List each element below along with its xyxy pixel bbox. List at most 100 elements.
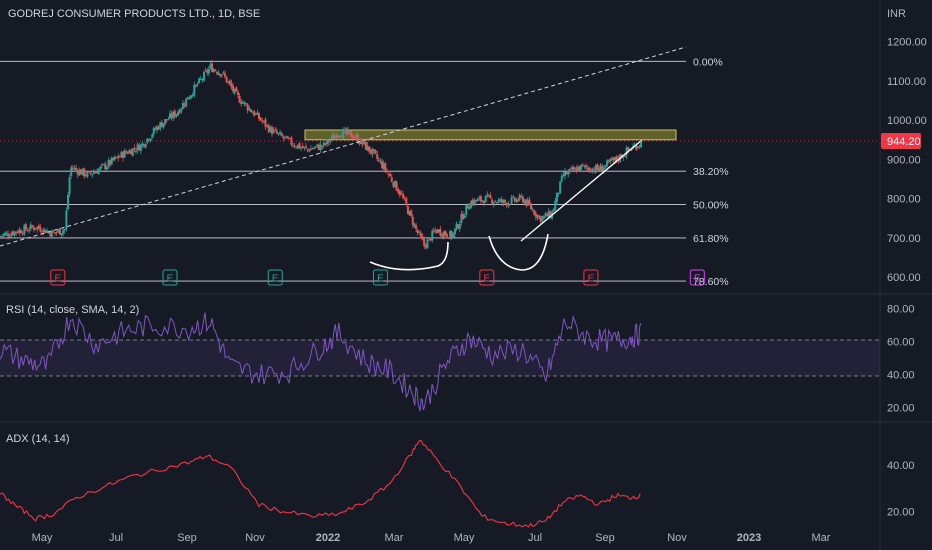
candle-body[interactable] [162,123,165,128]
candle-body[interactable] [118,156,121,158]
candle-body[interactable] [596,164,599,170]
candle-body[interactable] [470,201,473,208]
candle-body[interactable] [275,130,278,134]
candle-body[interactable] [212,69,215,73]
candle-body[interactable] [309,148,312,151]
candle-body[interactable] [198,78,201,84]
candle-body[interactable] [594,165,597,173]
candle-body[interactable] [122,152,125,158]
candle-body[interactable] [157,126,160,130]
candle-body[interactable] [136,144,139,151]
candle-body[interactable] [416,230,419,233]
candle-body[interactable] [120,151,123,158]
candle-body[interactable] [492,202,495,205]
candle-body[interactable] [536,215,539,219]
hand-drawn-left-shoulder-curve[interactable] [369,241,449,271]
candle-body[interactable] [248,108,251,111]
candle-body[interactable] [447,237,450,239]
candle-body[interactable] [165,118,168,121]
candle-body[interactable] [274,129,277,131]
candle-body[interactable] [521,196,524,203]
candle-body[interactable] [364,141,367,150]
candle-body[interactable] [452,232,455,238]
candle-body[interactable] [342,129,345,139]
earnings-marker-icon[interactable] [583,269,599,286]
candle-body[interactable] [290,137,293,145]
candle-body[interactable] [104,163,107,170]
candle-body[interactable] [356,134,359,143]
candle-body[interactable] [230,82,233,88]
candle-body[interactable] [640,141,643,148]
candle-body[interactable] [586,168,589,170]
candle-body[interactable] [351,136,354,139]
candle-body[interactable] [348,131,351,133]
candle-body[interactable] [334,135,337,138]
candle-body[interactable] [562,175,565,177]
candle-body[interactable] [151,134,154,138]
candle-body[interactable] [139,144,142,152]
candle-body[interactable] [572,167,575,171]
candle-body[interactable] [460,213,463,224]
candle-body[interactable] [337,135,340,137]
candle-body[interactable] [52,231,55,233]
candle-body[interactable] [293,145,296,147]
candle-body[interactable] [491,199,494,204]
candle-body[interactable] [439,229,442,236]
candle-body[interactable] [343,129,346,131]
candle-body[interactable] [232,86,235,92]
candle-body[interactable] [552,208,555,212]
candle-body[interactable] [517,199,520,201]
candle-body[interactable] [474,200,477,202]
candle-body[interactable] [591,168,594,172]
candle-body[interactable] [340,136,343,138]
candle-body[interactable] [497,199,500,203]
candle-body[interactable] [36,226,39,230]
candle-body[interactable] [565,172,568,175]
candle-body[interactable] [10,233,13,237]
candle-body[interactable] [54,232,57,234]
candle-body[interactable] [66,194,69,210]
candle-body[interactable] [207,68,210,74]
candle-body[interactable] [500,199,503,203]
candle-body[interactable] [222,72,225,74]
candle-body[interactable] [528,199,531,205]
candle-body[interactable] [402,194,405,198]
candle-body[interactable] [235,87,238,92]
candle-body[interactable] [505,202,508,206]
candle-body[interactable] [400,193,403,195]
candle-body[interactable] [79,169,82,175]
candle-body[interactable] [321,145,324,147]
candle-body[interactable] [610,158,613,161]
candle-body[interactable] [368,146,371,152]
candle-body[interactable] [434,230,437,232]
candle-body[interactable] [369,150,372,154]
candle-body[interactable] [638,145,641,147]
candle-body[interactable] [512,196,515,198]
candle-body[interactable] [99,166,102,170]
candle-body[interactable] [381,161,384,169]
candle-body[interactable] [100,164,103,166]
candle-body[interactable] [97,169,100,175]
candle-body[interactable] [478,197,481,199]
candle-body[interactable] [384,163,387,171]
candle-body[interactable] [426,239,429,249]
candle-body[interactable] [557,192,560,194]
candle-body[interactable] [358,142,361,144]
candle-body[interactable] [437,229,440,233]
candle-body[interactable] [292,145,295,147]
candle-body[interactable] [338,135,341,137]
candle-body[interactable] [468,206,471,210]
candle-body[interactable] [410,210,413,216]
candle-body[interactable] [279,132,282,134]
candle-body[interactable] [455,223,458,230]
candle-body[interactable] [387,173,390,175]
candle-body[interactable] [515,199,518,203]
candle-body[interactable] [589,170,592,173]
candle-body[interactable] [567,171,570,175]
candle-body[interactable] [164,119,167,124]
candle-body[interactable] [113,156,116,160]
candle-body[interactable] [627,147,630,151]
candle-body[interactable] [487,195,490,197]
candle-body[interactable] [5,232,8,235]
candle-body[interactable] [170,113,173,118]
